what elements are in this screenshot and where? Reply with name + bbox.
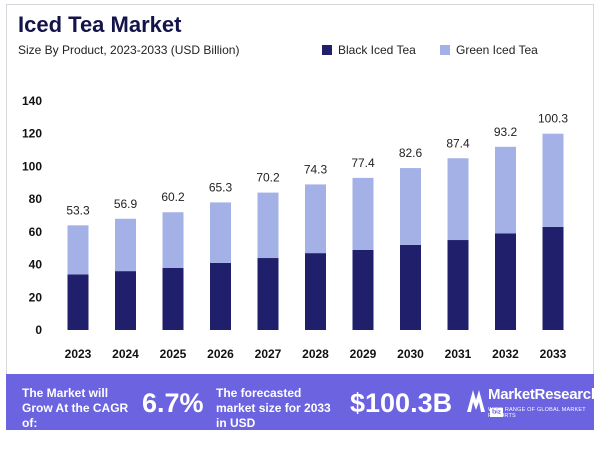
bar-black-iced-tea <box>67 274 89 330</box>
data-label-total: 60.2 <box>161 190 185 204</box>
data-label-total: 74.3 <box>304 162 328 176</box>
bar-black-iced-tea <box>495 233 516 330</box>
bar-green-iced-tea <box>115 218 136 272</box>
data-label-total: 56.9 <box>114 197 138 211</box>
x-tick-label: 2026 <box>207 347 234 361</box>
data-label-total: 77.4 <box>351 156 375 170</box>
bar-green-iced-tea <box>305 184 326 254</box>
legend-swatch-black <box>322 45 332 55</box>
bar-green-iced-tea <box>67 225 89 275</box>
logo-name: MarketResearch biz <box>488 386 600 420</box>
logo-tagline: WIDE RANGE OF GLOBAL MARKET REPORTS <box>488 407 586 419</box>
x-tick-label: 2030 <box>397 347 424 361</box>
logo-badge: biz <box>490 407 503 417</box>
data-label-total: 93.2 <box>494 125 518 139</box>
bar-green-iced-tea <box>495 146 516 234</box>
bar-green-iced-tea <box>447 158 469 241</box>
legend-item-green: Green Iced Tea <box>440 43 538 57</box>
x-tick-label: 2023 <box>65 347 92 361</box>
market-research-logo-icon <box>467 390 485 412</box>
bar-black-iced-tea <box>257 258 279 330</box>
forecast-text: The forecasted market size for 2033 in U… <box>216 386 331 430</box>
x-tick-label: 2027 <box>255 347 282 361</box>
footer-banner: The Market will Grow At the CAGR of: 6.7… <box>6 374 600 430</box>
bar-black-iced-tea <box>542 226 564 330</box>
bar-black-iced-tea <box>115 271 136 330</box>
data-label-total: 82.6 <box>399 146 423 160</box>
bar-green-iced-tea <box>400 168 421 245</box>
data-label-total: 100.3 <box>538 112 568 126</box>
logo-name-text: MarketResearch <box>488 386 600 403</box>
legend-swatch-green <box>440 45 450 55</box>
x-tick-label: 2031 <box>445 347 472 361</box>
bar-green-iced-tea <box>352 177 374 250</box>
bar-black-iced-tea <box>210 262 231 330</box>
y-tick-label: 100 <box>22 159 42 173</box>
cagr-text: The Market will Grow At the CAGR of: <box>22 386 129 430</box>
chart-subtitle: Size By Product, 2023-2033 (USD Billion) <box>18 43 240 57</box>
y-tick-label: 120 <box>22 127 42 141</box>
data-label-total: 70.2 <box>256 171 280 185</box>
x-tick-label: 2024 <box>112 347 139 361</box>
chart-title: Iced Tea Market <box>18 12 182 37</box>
x-tick-label: 2029 <box>350 347 377 361</box>
x-tick-label: 2032 <box>492 347 519 361</box>
bar-black-iced-tea <box>305 253 326 330</box>
forecast-value: $100.3B <box>350 388 453 418</box>
legend-item-black: Black Iced Tea <box>322 43 416 57</box>
x-tick-label: 2028 <box>302 347 329 361</box>
x-tick-label: 2033 <box>540 347 567 361</box>
legend-label-green: Green Iced Tea <box>456 43 538 57</box>
bar-green-iced-tea <box>210 202 231 263</box>
bar-black-iced-tea <box>447 240 469 330</box>
cagr-value: 6.7% <box>142 388 204 418</box>
bar-chart: 0 20 40 60 80 100 120 140 53.3 2023 56.9 2024 60.2 20… <box>22 94 568 361</box>
bar-green-iced-tea <box>257 192 279 259</box>
bar-black-iced-tea <box>352 249 374 330</box>
y-tick-label: 0 <box>35 323 42 337</box>
data-label-total: 65.3 <box>209 180 233 194</box>
bar-green-iced-tea <box>162 212 184 268</box>
y-tick-label: 140 <box>22 94 42 108</box>
y-tick-label: 80 <box>29 192 43 206</box>
bar-green-iced-tea <box>542 133 564 227</box>
y-tick-label: 20 <box>29 290 43 304</box>
x-tick-label: 2025 <box>160 347 187 361</box>
y-tick-label: 60 <box>29 225 43 239</box>
legend-label-black: Black Iced Tea <box>338 43 416 57</box>
bar-black-iced-tea <box>162 267 184 330</box>
bar-black-iced-tea <box>400 244 421 330</box>
data-label-total: 53.3 <box>66 203 90 217</box>
data-label-total: 87.4 <box>446 136 470 150</box>
y-tick-label: 40 <box>29 258 43 272</box>
